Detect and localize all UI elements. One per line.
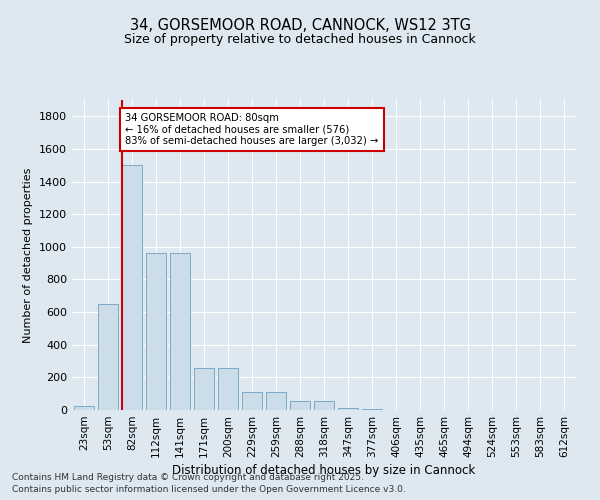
Bar — [98, 304, 118, 410]
Text: 34, GORSEMOOR ROAD, CANNOCK, WS12 3TG: 34, GORSEMOOR ROAD, CANNOCK, WS12 3TG — [130, 18, 470, 32]
Bar — [338, 408, 358, 410]
Bar — [242, 392, 262, 410]
Text: Contains public sector information licensed under the Open Government Licence v3: Contains public sector information licen… — [12, 485, 406, 494]
Bar — [74, 406, 94, 410]
Text: Contains HM Land Registry data © Crown copyright and database right 2025.: Contains HM Land Registry data © Crown c… — [12, 472, 364, 482]
Bar — [290, 401, 310, 410]
Bar — [146, 254, 166, 410]
Bar — [122, 166, 142, 410]
X-axis label: Distribution of detached houses by size in Cannock: Distribution of detached houses by size … — [172, 464, 476, 477]
Text: Size of property relative to detached houses in Cannock: Size of property relative to detached ho… — [124, 32, 476, 46]
Bar — [170, 254, 190, 410]
Bar — [362, 409, 382, 410]
Bar — [218, 368, 238, 410]
Y-axis label: Number of detached properties: Number of detached properties — [23, 168, 34, 342]
Bar — [194, 368, 214, 410]
Text: 34 GORSEMOOR ROAD: 80sqm
← 16% of detached houses are smaller (576)
83% of semi-: 34 GORSEMOOR ROAD: 80sqm ← 16% of detach… — [125, 113, 379, 146]
Bar — [314, 401, 334, 410]
Bar — [266, 392, 286, 410]
